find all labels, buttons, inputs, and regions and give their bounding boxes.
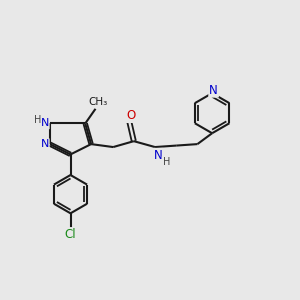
Text: H: H xyxy=(163,157,170,167)
Text: O: O xyxy=(126,109,136,122)
Text: H: H xyxy=(34,115,41,125)
Text: N: N xyxy=(209,84,218,97)
Text: CH₃: CH₃ xyxy=(89,97,108,107)
Text: N: N xyxy=(40,118,49,128)
Text: N: N xyxy=(154,149,163,162)
Text: N: N xyxy=(40,139,49,149)
Text: Cl: Cl xyxy=(65,228,76,241)
